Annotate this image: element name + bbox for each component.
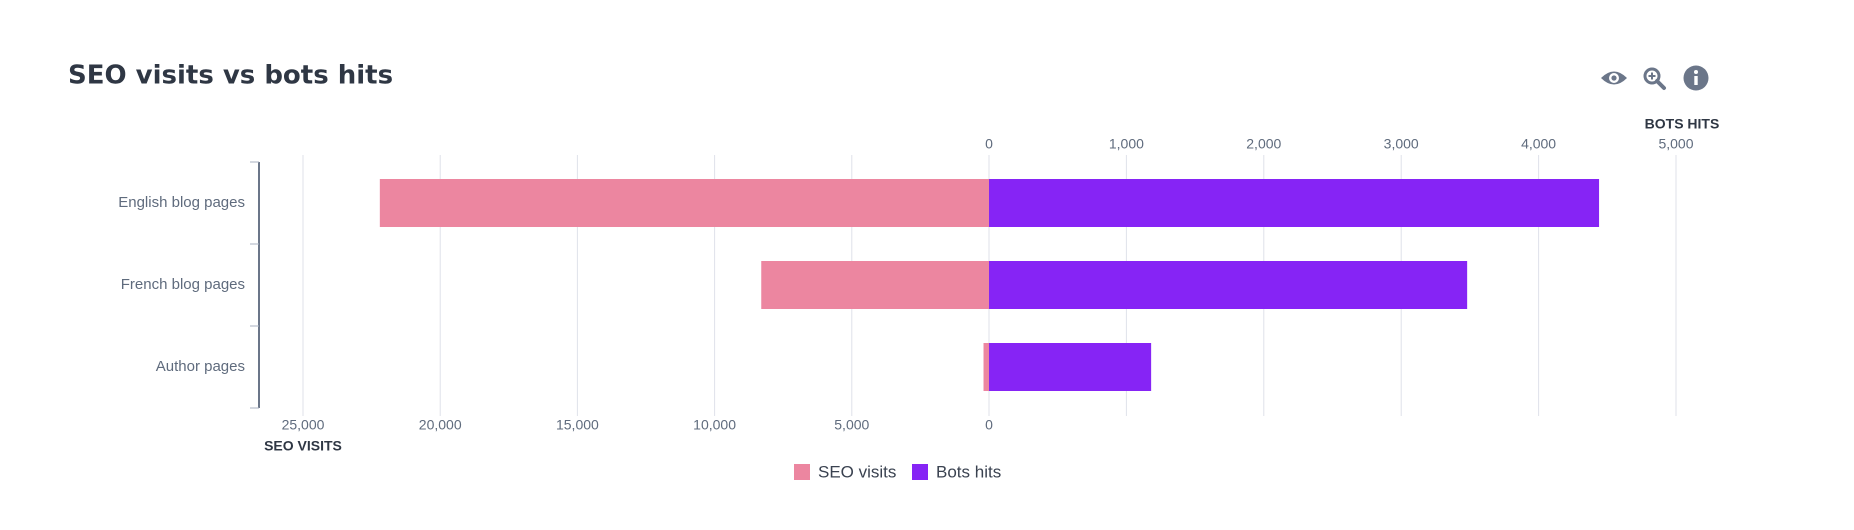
bar [379,179,989,227]
x-tick-label: 25,000 [282,417,325,433]
x2-axis-title: BOTS HITS [1645,116,1720,132]
x-tick-label: 20,000 [419,417,462,433]
bar [989,343,1152,391]
x-tick-label: 0 [985,417,993,433]
x-tick-label: 5,000 [834,417,869,433]
x2-tick-label: 5,000 [1658,136,1693,152]
bar [989,261,1468,309]
y-tick-label: French blog pages [121,276,245,293]
bar [761,261,989,309]
legend-label[interactable]: SEO visits [818,462,896,481]
x2-tick-label: 2,000 [1246,136,1281,152]
zoom-button[interactable] [1643,67,1666,90]
bar [983,343,989,391]
legend-label[interactable]: Bots hits [936,462,1001,481]
x2-tick-label: 0 [985,136,993,152]
x-axis-title: SEO VISITS [264,438,342,454]
info-button[interactable] [1683,65,1709,91]
toolbar [1601,65,1709,91]
x-tick-label: 15,000 [556,417,599,433]
legend-swatch[interactable] [912,464,928,480]
chart-title: SEO visits vs bots hits [68,61,393,91]
x2-tick-label: 1,000 [1109,136,1144,152]
view-button[interactable] [1601,71,1627,85]
y-tick-label: Author pages [156,358,245,375]
bar [989,179,1600,227]
y-tick-label: English blog pages [118,194,245,211]
x2-tick-label: 4,000 [1521,136,1556,152]
x-tick-label: 10,000 [693,417,736,433]
legend-swatch[interactable] [794,464,810,480]
x2-tick-label: 3,000 [1384,136,1419,152]
